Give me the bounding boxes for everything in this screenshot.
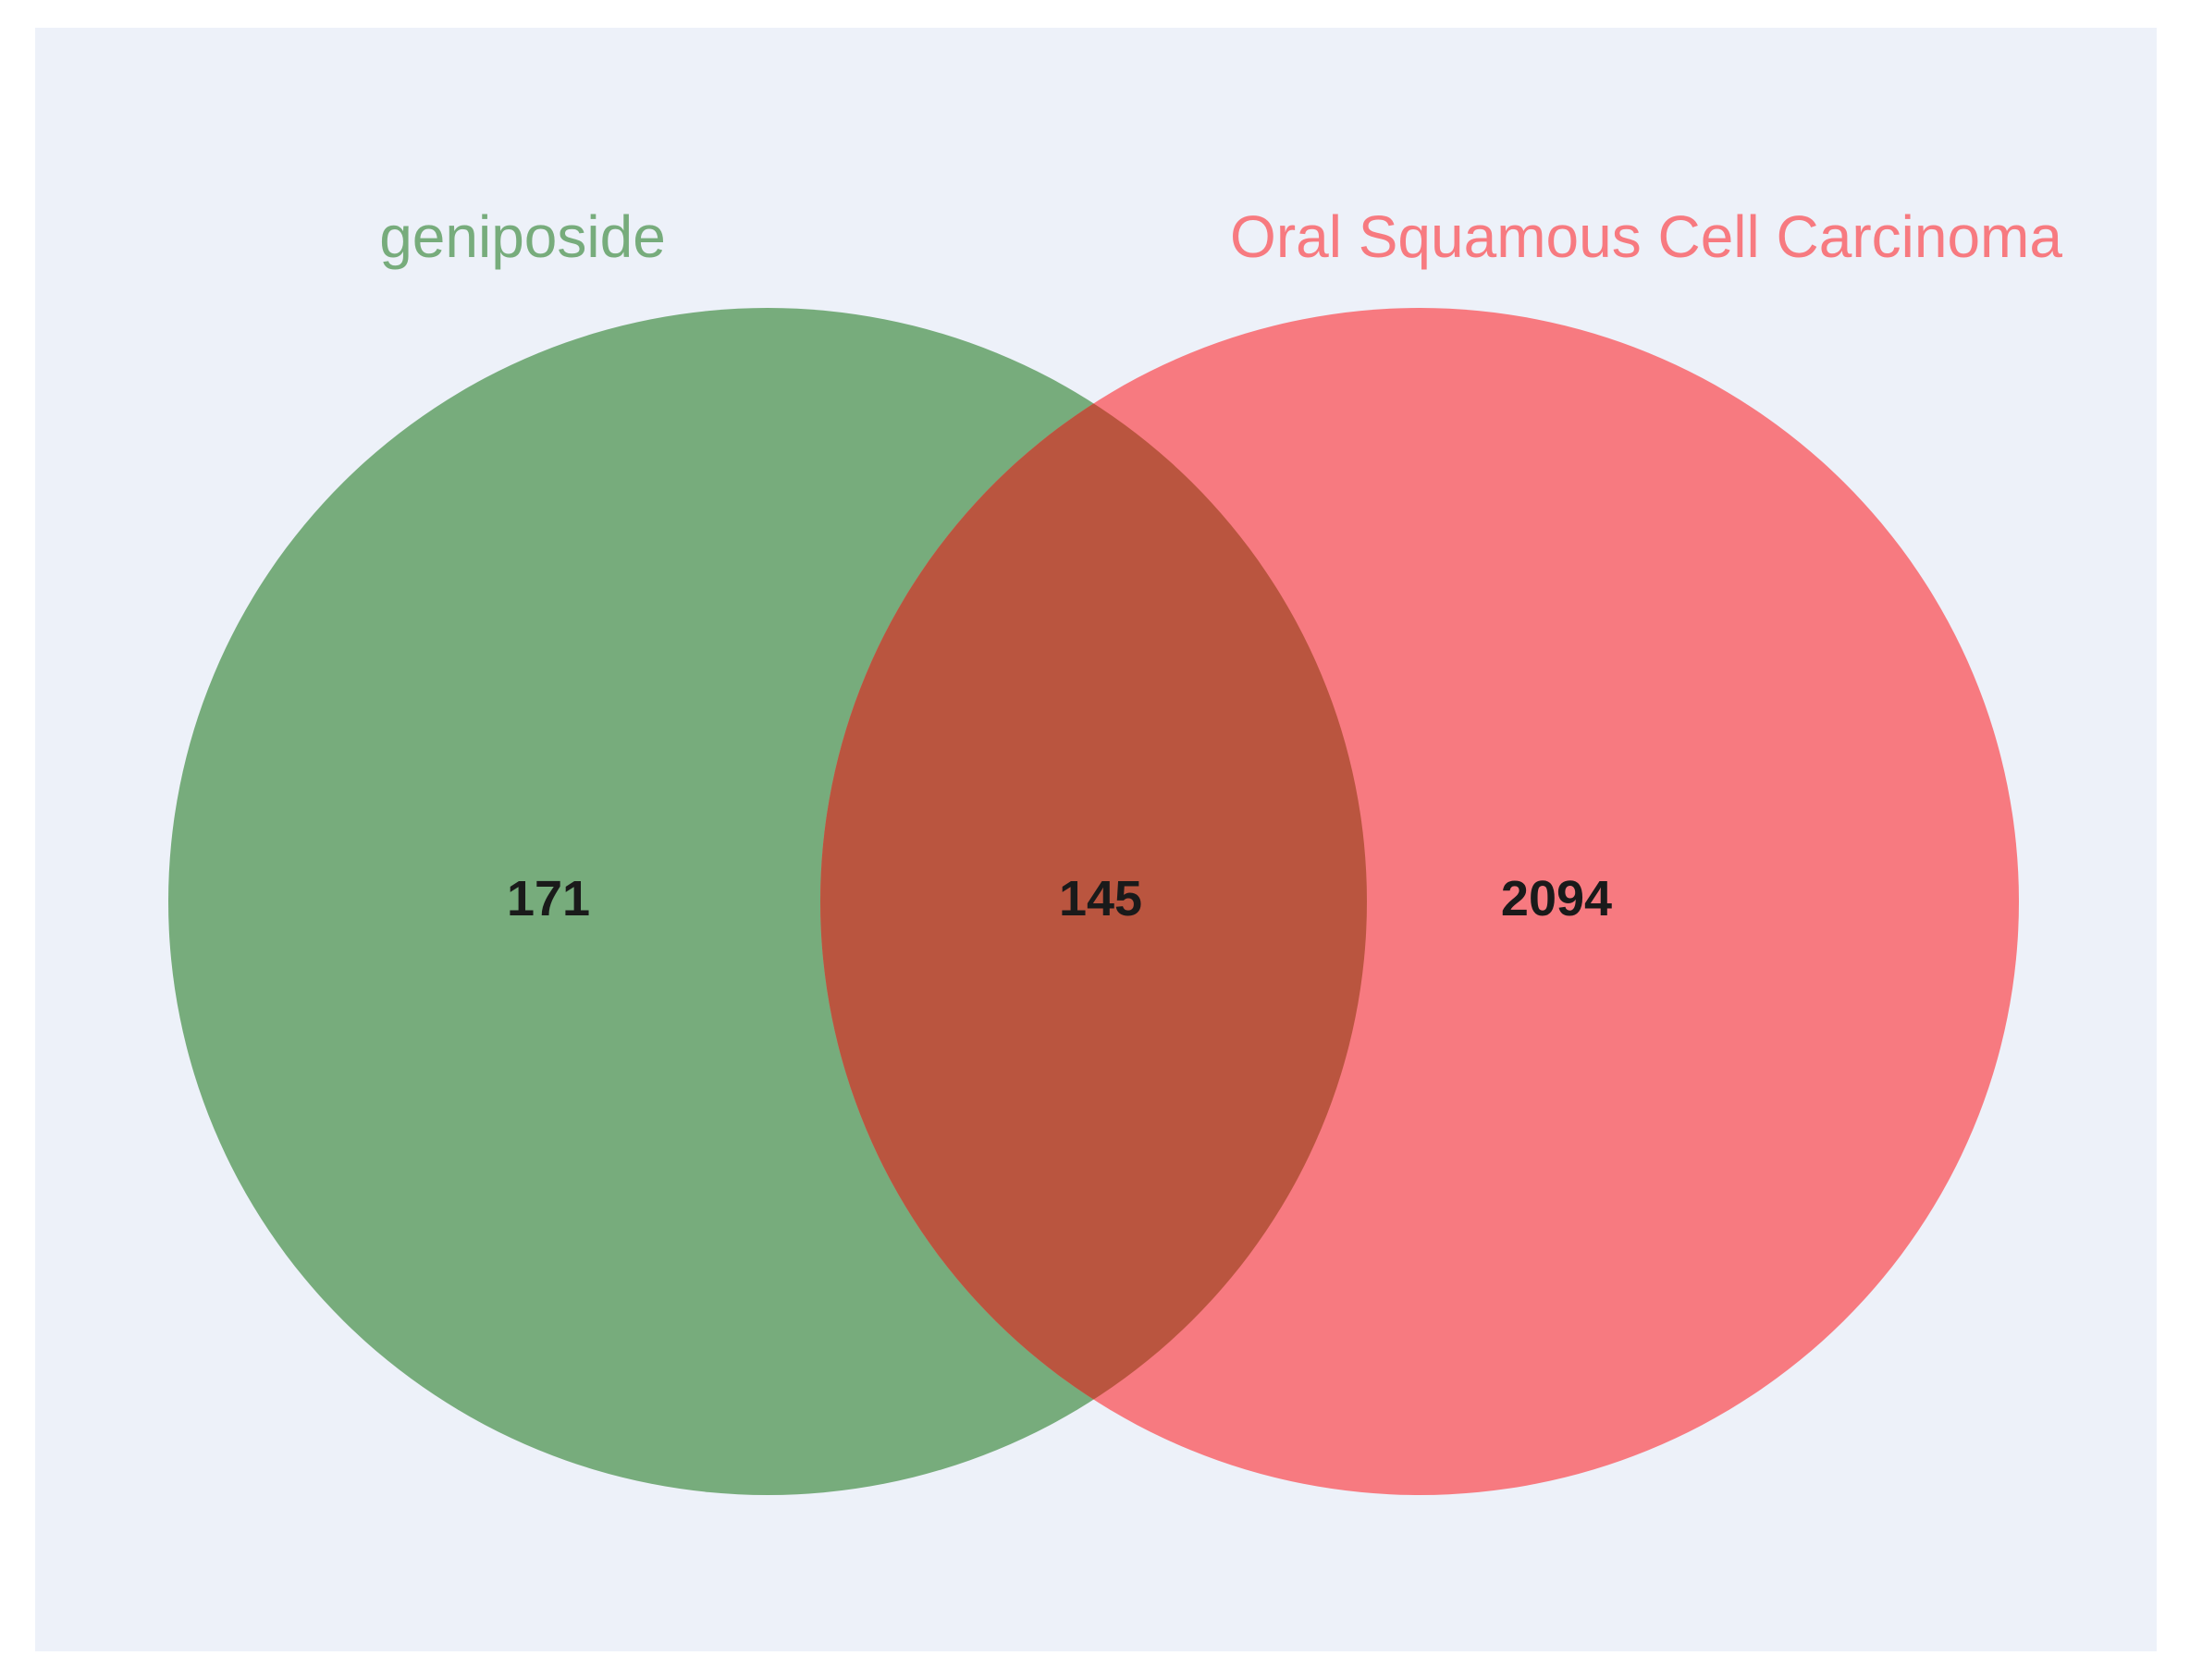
count-oral-squamous-cell-carcinoma-only: 2094 [1501,871,1612,926]
set-label-oral-squamous-cell-carcinoma: Oral Squamous Cell Carcinoma [1230,203,2062,270]
count-geniposide-only: 171 [507,871,590,926]
count-intersection: 145 [1059,871,1142,926]
intersection-region [820,308,1367,1495]
set-label-geniposide: geniposide [379,203,666,270]
